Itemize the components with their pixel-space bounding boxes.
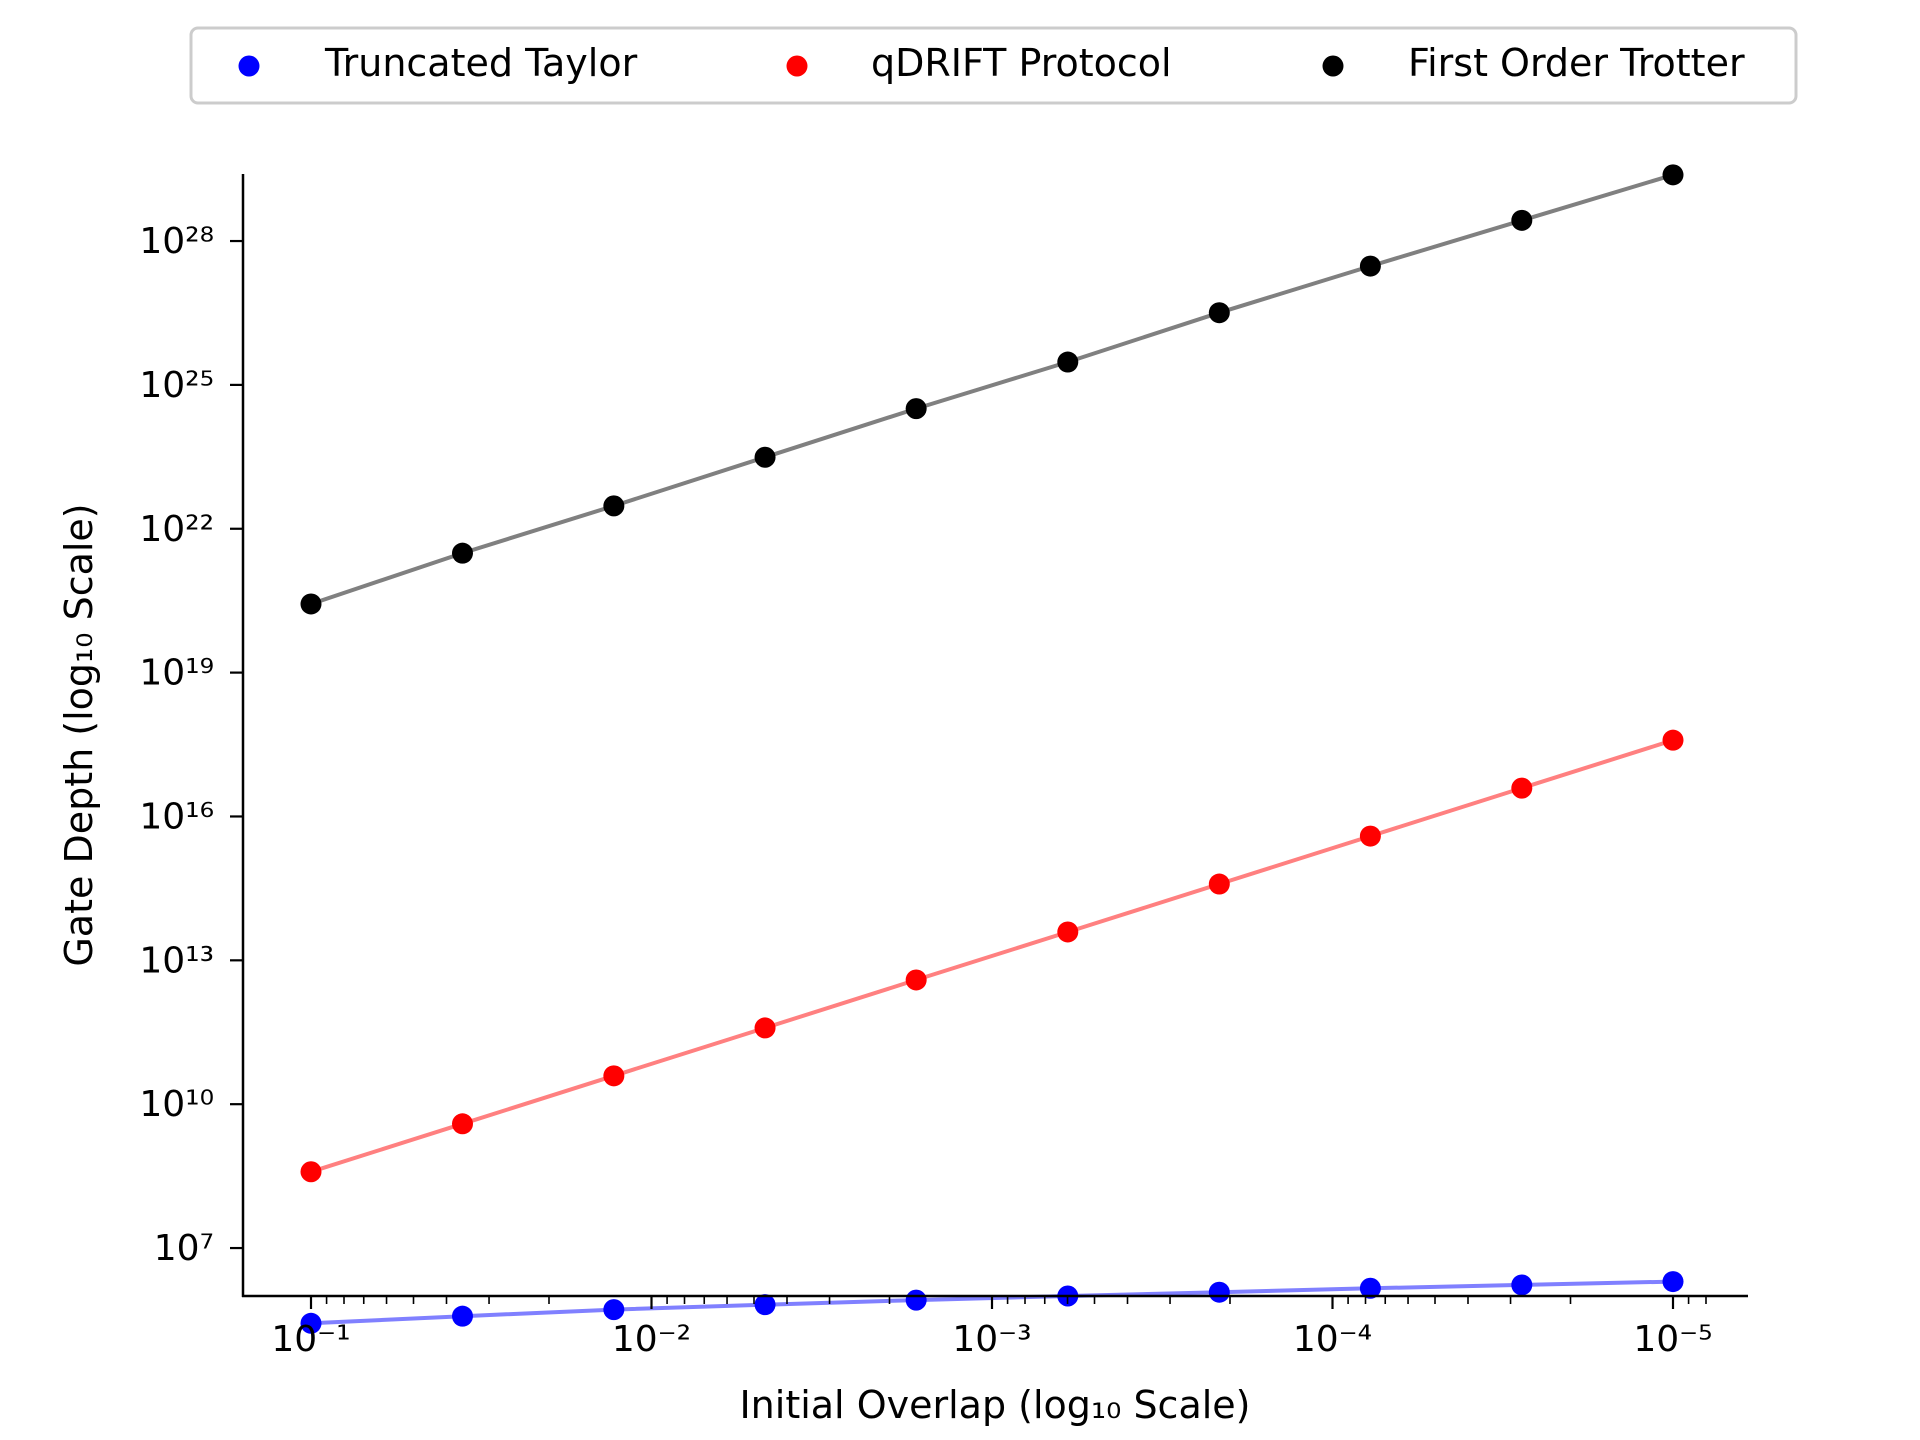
- x-tick-label: 10⁻³: [952, 1319, 1031, 1360]
- data-point: [451, 1305, 473, 1327]
- data-point: [300, 1312, 322, 1334]
- data-point: [754, 1017, 776, 1039]
- data-point: [603, 1299, 625, 1321]
- data-point: [905, 969, 927, 991]
- y-ticks: 10⁷ 10¹⁰ 10¹³ 10¹⁶ 10¹⁹ 10²² 10²⁵ 10²⁸: [139, 221, 243, 1269]
- y-tick-label: 10²⁵: [139, 365, 214, 406]
- series-lines: [310, 172, 1674, 1326]
- legend-label: First Order Trotter: [1408, 41, 1745, 85]
- data-point: [1662, 729, 1684, 751]
- data-point: [300, 1161, 322, 1183]
- data-point: [1662, 1271, 1684, 1293]
- x-tick-label: 10⁻⁵: [1633, 1319, 1712, 1360]
- data-point: [603, 1065, 625, 1087]
- data-point: [300, 593, 322, 615]
- y-tick-label: 10⁷: [154, 1228, 214, 1269]
- x-tick-label: 10⁻¹: [271, 1319, 350, 1360]
- data-point: [1359, 825, 1381, 847]
- y-tick-label: 10²⁸: [139, 221, 214, 262]
- y-tick-label: 10¹⁰: [139, 1084, 214, 1125]
- x-axis-label: Initial Overlap (log₁₀ Scale): [739, 1383, 1250, 1427]
- data-point: [1057, 921, 1079, 943]
- data-point: [1511, 1274, 1533, 1296]
- data-point: [451, 1113, 473, 1135]
- axes: 10⁻¹ 10⁻² 10⁻³ 10⁻⁴ 10⁻⁵ 10⁷ 10¹⁰ 10¹³ 10¹⁶ 10¹⁹…: [139, 174, 1748, 1360]
- legend-label: Truncated Taylor: [324, 41, 638, 85]
- x-tick-label: 10⁻²: [612, 1319, 691, 1360]
- legend-marker: [238, 55, 260, 77]
- series-points: [300, 164, 1684, 1334]
- data-point: [905, 1289, 927, 1311]
- data-point: [603, 495, 625, 517]
- data-point: [1511, 777, 1533, 799]
- series-line-3: [310, 172, 1674, 606]
- y-tick-label: 10²²: [139, 509, 214, 550]
- x-tick-label: 10⁻⁴: [1293, 1319, 1372, 1360]
- legend: Truncated Taylor qDRIFT Protocol First Ord…: [189, 26, 1798, 105]
- x-minor-ticks: [325, 1296, 1707, 1304]
- data-point: [1057, 351, 1079, 373]
- data-point: [905, 398, 927, 420]
- x-ticks: 10⁻¹ 10⁻² 10⁻³ 10⁻⁴ 10⁻⁵: [271, 1296, 1713, 1360]
- legend-marker: [786, 55, 808, 77]
- data-point: [754, 1294, 776, 1316]
- data-point: [1208, 873, 1230, 895]
- data-point: [754, 446, 776, 468]
- data-point: [1511, 209, 1533, 231]
- data-point: [1662, 164, 1684, 186]
- legend-frame: [189, 26, 1798, 105]
- y-axis-label: Gate Depth (log₁₀ Scale): [57, 503, 101, 966]
- y-tick-label: 10¹⁶: [139, 796, 214, 837]
- data-point: [1208, 302, 1230, 324]
- data-point: [1208, 1281, 1230, 1303]
- y-tick-label: 10¹⁹: [139, 653, 214, 694]
- data-point: [451, 542, 473, 564]
- data-point: [1359, 255, 1381, 277]
- legend-marker: [1322, 55, 1344, 77]
- legend-label: qDRIFT Protocol: [871, 41, 1172, 85]
- y-tick-label: 10¹³: [139, 940, 214, 981]
- series-line-2: [310, 738, 1674, 1174]
- data-point: [1359, 1277, 1381, 1299]
